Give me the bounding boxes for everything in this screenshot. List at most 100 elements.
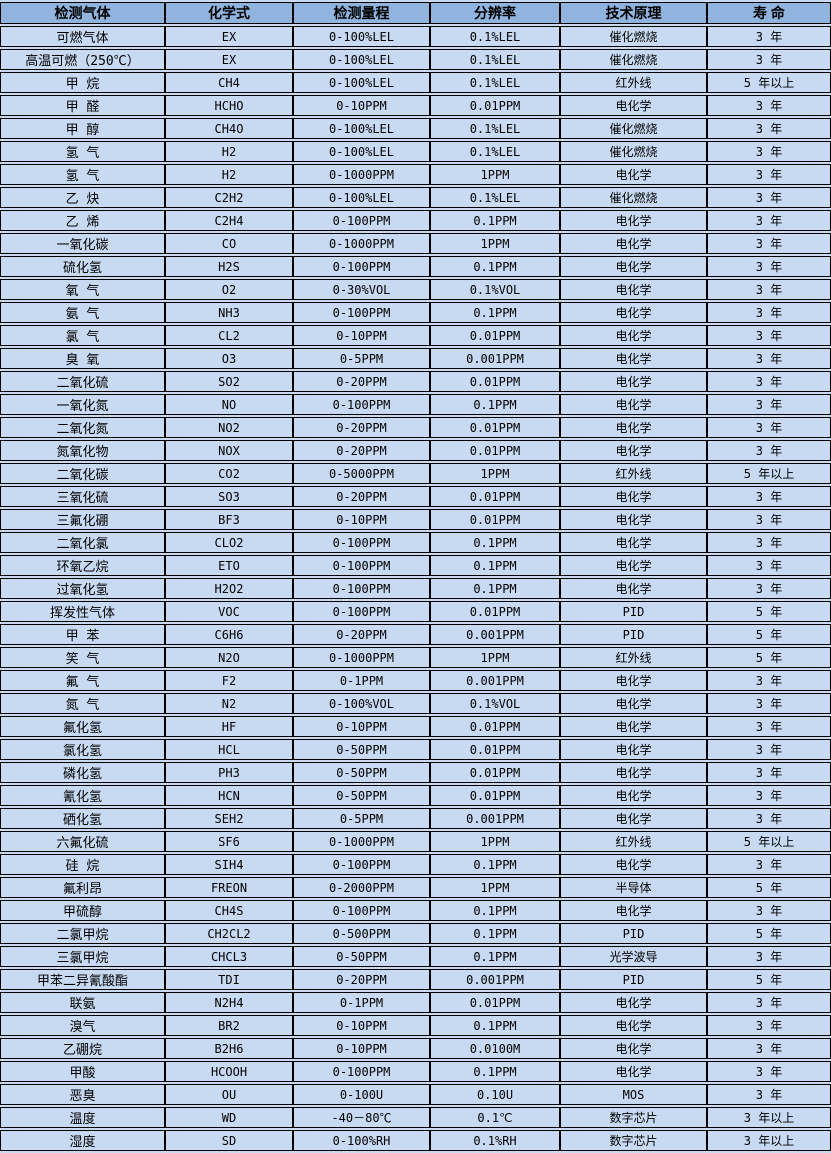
table-row: 湿度 SD 0-100%RH 0.1%RH 数字芯片 3 年以上 [0, 1130, 831, 1151]
table-cell: 催化燃烧 [560, 187, 707, 208]
table-cell: 电化学 [560, 532, 707, 553]
table-cell: 0-100PPM [293, 302, 430, 323]
table-row: 氮氧化物 NOX 0-20PPM 0.01PPM 电化学 3 年 [0, 440, 831, 461]
table-cell: 3 年 [707, 141, 831, 162]
table-cell: TDI [165, 969, 293, 990]
table-cell: 0-100U [293, 1084, 430, 1105]
table-cell: 催化燃烧 [560, 141, 707, 162]
table-cell: 0-100%LEL [293, 187, 430, 208]
table-cell: 氟利昂 [0, 877, 165, 898]
table-cell: 3 年 [707, 785, 831, 806]
table-cell: 0.01PPM [430, 785, 560, 806]
table-cell: 3 年 [707, 233, 831, 254]
table-cell: 0.01PPM [430, 486, 560, 507]
table-cell: 0.1PPM [430, 302, 560, 323]
table-cell: 电化学 [560, 670, 707, 691]
table-cell: BF3 [165, 509, 293, 530]
table-cell: 0-1000PPM [293, 233, 430, 254]
table-cell: NOX [165, 440, 293, 461]
table-row: 高温可燃（250℃） EX 0-100%LEL 0.1%LEL 催化燃烧 3 年 [0, 49, 831, 70]
table-cell: 甲苯二异氰酸酯 [0, 969, 165, 990]
table-cell: 甲硫醇 [0, 900, 165, 921]
table-cell: 湿度 [0, 1130, 165, 1151]
table-cell: 0.1%VOL [430, 693, 560, 714]
table-cell: 3 年 [707, 26, 831, 47]
table-cell: 5 年 [707, 624, 831, 645]
table-row: 笑 气 N2O 0-1000PPM 1PPM 红外线 5 年 [0, 647, 831, 668]
table-cell: 0.1PPM [430, 946, 560, 967]
table-cell: 0.1PPM [430, 394, 560, 415]
table-cell: 0-100%VOL [293, 693, 430, 714]
table-row: 甲 苯 C6H6 0-20PPM 0.001PPM PID 5 年 [0, 624, 831, 645]
table-cell: 恶臭 [0, 1084, 165, 1105]
table-cell: 乙 炔 [0, 187, 165, 208]
table-cell: C6H6 [165, 624, 293, 645]
table-row: 甲酸 HCOOH 0-100PPM 0.1PPM 电化学 3 年 [0, 1061, 831, 1082]
table-cell: 3 年 [707, 739, 831, 760]
table-row: 磷化氢 PH3 0-50PPM 0.01PPM 电化学 3 年 [0, 762, 831, 783]
table-cell: 硫化氢 [0, 256, 165, 277]
table-cell: 红外线 [560, 831, 707, 852]
table-cell: 0-100PPM [293, 578, 430, 599]
table-row: 六氟化硫 SF6 0-1000PPM 1PPM 红外线 5 年以上 [0, 831, 831, 852]
table-cell: 5 年以上 [707, 72, 831, 93]
table-cell: CO2 [165, 463, 293, 484]
table-cell: 电化学 [560, 716, 707, 737]
table-cell: 0.1PPM [430, 210, 560, 231]
table-row: 联氨 N2H4 0-1PPM 0.01PPM 电化学 3 年 [0, 992, 831, 1013]
table-cell: 0.01PPM [430, 95, 560, 116]
table-row: 硅 烷 SIH4 0-100PPM 0.1PPM 电化学 3 年 [0, 854, 831, 875]
table-cell: -40－80℃ [293, 1107, 430, 1128]
table-cell: 3 年 [707, 49, 831, 70]
table-cell: 3 年 [707, 532, 831, 553]
table-cell: WD [165, 1107, 293, 1128]
table-cell: 0-1PPM [293, 992, 430, 1013]
table-cell: 硒化氢 [0, 808, 165, 829]
table-cell: 0-20PPM [293, 486, 430, 507]
table-row: 氟利昂 FREON 0-2000PPM 1PPM 半导体 5 年 [0, 877, 831, 898]
table-cell: 0-100%LEL [293, 141, 430, 162]
table-cell: 5 年 [707, 877, 831, 898]
table-cell: 0.1%LEL [430, 141, 560, 162]
table-cell: 0-1000PPM [293, 647, 430, 668]
table-cell: 二氯甲烷 [0, 923, 165, 944]
table-cell: 0.1PPM [430, 555, 560, 576]
table-row: 过氧化氢 H2O2 0-100PPM 0.1PPM 电化学 3 年 [0, 578, 831, 599]
table-cell: 光学波导 [560, 946, 707, 967]
table-cell: 电化学 [560, 1061, 707, 1082]
table-cell: 0-5000PPM [293, 463, 430, 484]
table-cell: 电化学 [560, 440, 707, 461]
table-cell: 氮氧化物 [0, 440, 165, 461]
table-cell: 0-5PPM [293, 348, 430, 369]
table-cell: 电化学 [560, 325, 707, 346]
table-cell: 0-100PPM [293, 1061, 430, 1082]
table-cell: 三氧化硫 [0, 486, 165, 507]
table-row: 乙 炔 C2H2 0-100%LEL 0.1%LEL 催化燃烧 3 年 [0, 187, 831, 208]
table-cell: CH4 [165, 72, 293, 93]
table-cell: 3 年 [707, 578, 831, 599]
table-cell: 联氨 [0, 992, 165, 1013]
table-cell: H2S [165, 256, 293, 277]
table-row: 挥发性气体 VOC 0-100PPM 0.01PPM PID 5 年 [0, 601, 831, 622]
table-cell: 3 年 [707, 440, 831, 461]
table-row: 三氟化硼 BF3 0-10PPM 0.01PPM 电化学 3 年 [0, 509, 831, 530]
table-cell: 可燃气体 [0, 26, 165, 47]
table-cell: 5 年以上 [707, 463, 831, 484]
table-cell: 六氟化硫 [0, 831, 165, 852]
table-cell: 电化学 [560, 808, 707, 829]
table-cell: 0.1%LEL [430, 72, 560, 93]
table-cell: PID [560, 923, 707, 944]
table-cell: 0.001PPM [430, 624, 560, 645]
table-cell: 笑 气 [0, 647, 165, 668]
table-cell: 氢 气 [0, 164, 165, 185]
column-header: 技术原理 [560, 2, 707, 24]
table-row: 一氧化碳 CO 0-1000PPM 1PPM 电化学 3 年 [0, 233, 831, 254]
table-cell: 3 年以上 [707, 1107, 831, 1128]
table-cell: 3 年 [707, 808, 831, 829]
table-cell: 3 年 [707, 992, 831, 1013]
table-cell: 1PPM [430, 164, 560, 185]
table-cell: 0-100PPM [293, 210, 430, 231]
table-row: 氰化氢 HCN 0-50PPM 0.01PPM 电化学 3 年 [0, 785, 831, 806]
table-cell: 甲 苯 [0, 624, 165, 645]
table-row: 乙硼烷 B2H6 0-10PPM 0.0100M 电化学 3 年 [0, 1038, 831, 1059]
